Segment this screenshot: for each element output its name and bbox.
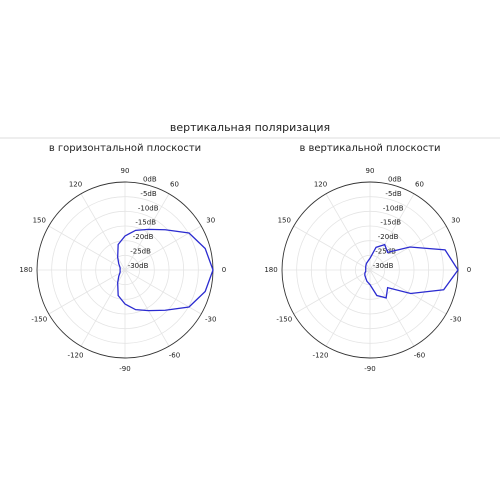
radial-grid-ring (109, 254, 141, 286)
radial-tick-label: -20dB (378, 233, 399, 241)
angular-tick-label: -60 (414, 352, 425, 360)
angular-tick-label: -120 (313, 352, 329, 360)
angular-tick-label: 120 (314, 180, 327, 188)
radial-tick-label: -5dB (140, 190, 156, 198)
radial-grid-ring (340, 240, 400, 300)
angular-tick-label: -30 (205, 316, 216, 324)
chart-title: в горизонтальной плоскости (49, 143, 201, 154)
radial-grid-ring (310, 210, 430, 330)
angular-tick-label: -30 (450, 316, 461, 324)
radial-grid-ring (65, 210, 185, 330)
angular-tick-label: -60 (169, 352, 180, 360)
radial-tick-label: -30dB (128, 262, 149, 270)
radial-tick-label: -10dB (383, 204, 404, 212)
angular-tick-label: -150 (31, 316, 47, 324)
angular-tick-label: -120 (68, 352, 84, 360)
radial-grid-ring (95, 240, 155, 300)
radial-tick-label: -25dB (375, 248, 396, 256)
angular-tick-label: 60 (415, 180, 424, 188)
radial-tick-label: 0dB (388, 175, 402, 183)
radial-tick-label: -25dB (130, 248, 151, 256)
angular-tick-label: 30 (206, 217, 215, 225)
radial-grid-ring (51, 196, 199, 344)
radial-tick-label: -15dB (380, 219, 401, 227)
radial-tick-label: 0dB (143, 175, 157, 183)
angular-tick-label: 30 (451, 217, 460, 225)
chart-title: в вертикальной плоскости (299, 143, 440, 154)
radial-grid-ring (80, 225, 170, 315)
radial-tick-label: -10dB (138, 204, 159, 212)
angular-tick-label: -150 (276, 316, 292, 324)
angular-tick-label: -90 (119, 365, 130, 373)
angular-tick-label: 60 (170, 180, 179, 188)
angular-tick-label: 0 (467, 266, 471, 274)
angular-tick-label: -90 (364, 365, 375, 373)
radial-tick-label: -15dB (135, 219, 156, 227)
angular-tick-label: 120 (69, 180, 82, 188)
radial-grid-ring (325, 225, 415, 315)
angular-tick-label: 150 (33, 217, 46, 225)
radial-tick-label: -5dB (385, 190, 401, 198)
radial-grid-ring (296, 196, 444, 344)
radial-tick-label: -20dB (133, 233, 154, 241)
angular-tick-label: 180 (19, 266, 32, 274)
angular-tick-label: 90 (366, 167, 375, 175)
angular-tick-label: 150 (278, 217, 291, 225)
angular-tick-label: 0 (222, 266, 226, 274)
angular-tick-label: 90 (121, 167, 130, 175)
page-title: вертикальная поляризация (170, 121, 330, 134)
pattern-line (364, 243, 459, 299)
radial-tick-label: -30dB (373, 262, 394, 270)
pattern-line (117, 228, 214, 312)
angular-tick-label: 180 (264, 266, 277, 274)
